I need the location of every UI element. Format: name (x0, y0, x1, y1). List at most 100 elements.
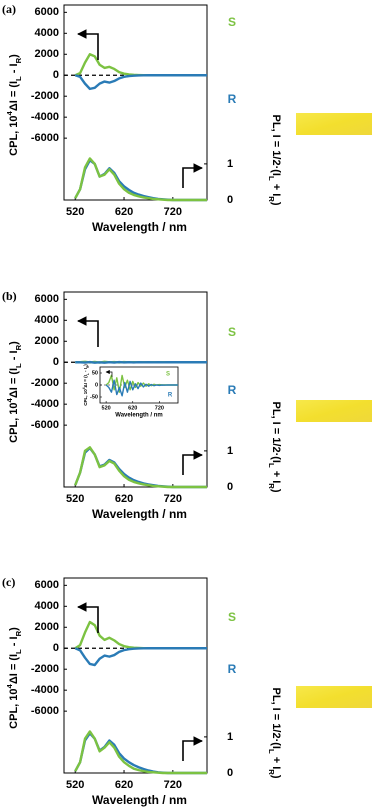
y2-tick-label: 1 (227, 445, 233, 457)
y-tick-label: 0 (53, 356, 59, 368)
label-part: L (14, 76, 23, 81)
series-line (74, 446, 207, 489)
label-part: ΔI = (I (8, 368, 20, 398)
y-tick-label: 6000 (35, 293, 59, 305)
label-part: L (14, 649, 23, 654)
x-axis-title: Wavelength / nm (92, 793, 187, 807)
y-tick-label: 0 (53, 69, 59, 81)
label-part: ) (8, 627, 20, 631)
series-line (74, 647, 207, 667)
right-arrow (182, 736, 203, 761)
label-part: ) (270, 775, 282, 779)
inset-y-title: CPL, 104ΔI = (IL - IR) (82, 364, 90, 406)
label-part: ) (8, 54, 20, 58)
label-part: CPL, 10 (8, 115, 20, 155)
series-label: R (228, 383, 237, 397)
label-part: ) (270, 202, 282, 206)
y-tick-label: 2000 (35, 621, 59, 633)
label-part: L (267, 176, 276, 181)
label-part: CPL, 10 (8, 688, 20, 728)
label-part: R (14, 344, 23, 350)
y2-tick-label: 0 (227, 194, 233, 206)
series-line (74, 730, 207, 775)
x-tick-label: 620 (115, 493, 133, 505)
pl-photo (296, 113, 372, 135)
y-axis-title: CPL, 104ΔI = (IL - IR) (5, 627, 23, 729)
y2-axis-title: PL, I = 1/2·(IL + IR) (267, 115, 282, 206)
inset-series-label: S (166, 372, 170, 378)
label-part: ΔI = (I (8, 654, 20, 684)
y-tick-label: 2000 (35, 335, 59, 347)
series-line (74, 53, 207, 77)
inset-x-tick-label: 720 (155, 405, 164, 411)
inset-x-tick-label: 620 (128, 405, 137, 411)
inset-arrow (105, 369, 113, 377)
inset-x-title: Wavelength / nm (115, 413, 162, 419)
series-line (74, 620, 207, 650)
y-tick-label: 4000 (35, 314, 59, 326)
series-label: S (228, 15, 236, 29)
label-part: L (267, 749, 276, 754)
x-tick-label: 720 (164, 206, 182, 218)
plot-frame (63, 577, 208, 774)
inset-series-label: R (168, 393, 173, 399)
y-tick-label: -6000 (31, 419, 59, 431)
label-part: - I (8, 636, 20, 649)
x-tick-label: 620 (115, 779, 133, 791)
label-part: R (86, 365, 90, 368)
label-part: + I (270, 181, 282, 197)
label-part: 4 (82, 387, 86, 389)
x-tick-label: 520 (66, 493, 84, 505)
inset-x-tick-label: 520 (102, 405, 111, 411)
x-axis-title: Wavelength / nm (92, 507, 187, 521)
y-tick-label: -2000 (31, 663, 59, 675)
x-tick-label: 720 (164, 493, 182, 505)
series-label: R (228, 92, 237, 106)
label-part: + I (270, 754, 282, 770)
label-part: 4 (5, 110, 14, 115)
series-line (74, 157, 207, 202)
y-tick-label: -4000 (31, 398, 59, 410)
y-tick-label: -4000 (31, 684, 59, 696)
y2-axis-title: PL, I = 1/2·(IL + IR) (267, 402, 282, 493)
label-part: ) (83, 364, 88, 366)
y-tick-label: -4000 (31, 111, 59, 123)
y2-axis-title: PL, I = 1/2·(IL + IR) (267, 688, 282, 779)
panel-label: (a) (2, 2, 16, 16)
plot-frame (63, 4, 208, 201)
plot-frame (63, 291, 208, 488)
series-line (75, 360, 207, 364)
label-part: ΔI = (I (83, 375, 88, 387)
series-label: S (228, 610, 236, 624)
inset-series-line (105, 379, 178, 397)
label-part: R (14, 57, 23, 63)
y2-tick-label: 0 (227, 481, 233, 493)
label-part: CPL, 10 (8, 402, 20, 442)
y-axis-title: CPL, 104ΔI = (IL - IR) (5, 341, 23, 443)
label-part: + I (270, 468, 282, 484)
left-arrow (77, 602, 99, 633)
label-part: 4 (5, 397, 14, 402)
label-part: - I (8, 350, 20, 363)
inset-y-tick-label: -50 (90, 394, 98, 400)
right-arrow (182, 163, 203, 188)
y-tick-label: 6000 (35, 579, 59, 591)
x-tick-label: 520 (66, 779, 84, 791)
x-tick-label: 720 (164, 779, 182, 791)
label-part: R (267, 196, 276, 202)
y-tick-label: 0 (53, 642, 59, 654)
panel-label: (b) (2, 289, 17, 303)
series-label: S (228, 325, 236, 339)
label-part: R (14, 630, 23, 636)
label-part: - I (8, 63, 20, 76)
x-tick-label: 520 (66, 206, 84, 218)
x-tick-label: 620 (115, 206, 133, 218)
label-part: - I (83, 368, 88, 373)
pl-photo (296, 400, 372, 422)
panel: (a) 6000 4000 2000 0 -2000 -4000 -6000 1 0 520 620 7… (2, 2, 372, 234)
right-arrow (182, 450, 203, 475)
label-part: R (267, 483, 276, 489)
label-part: PL, I = 1/2·(I (270, 115, 282, 176)
y-tick-label: 2000 (35, 48, 59, 60)
